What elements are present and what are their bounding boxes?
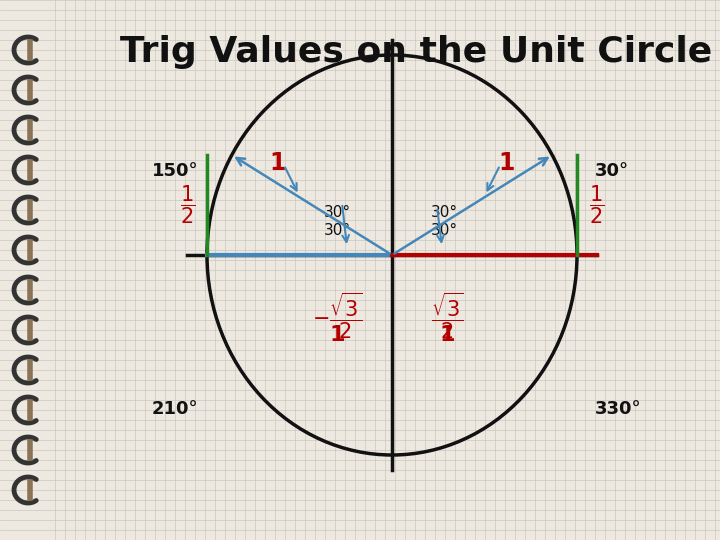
Text: $\dfrac{1}{2}$: $\dfrac{1}{2}$: [589, 184, 604, 226]
Text: 210°: 210°: [152, 400, 199, 418]
Text: $-\dfrac{\sqrt{3}}{2}$: $-\dfrac{\sqrt{3}}{2}$: [312, 290, 362, 341]
Text: 150°: 150°: [152, 162, 199, 180]
Text: 30°: 30°: [595, 162, 629, 180]
Text: 30°: 30°: [323, 205, 351, 220]
Text: 1: 1: [329, 325, 345, 345]
Text: $\dfrac{\sqrt{3}}{2}$: $\dfrac{\sqrt{3}}{2}$: [431, 290, 464, 341]
Text: Trig Values on the Unit Circle: Trig Values on the Unit Circle: [120, 35, 712, 69]
Text: 30°: 30°: [431, 223, 458, 238]
Text: 1: 1: [270, 151, 286, 175]
Text: $\dfrac{1}{2}$: $\dfrac{1}{2}$: [180, 184, 195, 226]
Text: 30°: 30°: [431, 205, 458, 220]
Text: 330°: 330°: [595, 400, 642, 418]
Text: 1: 1: [498, 151, 514, 175]
Text: 1: 1: [439, 325, 455, 345]
Text: 30°: 30°: [323, 223, 351, 238]
